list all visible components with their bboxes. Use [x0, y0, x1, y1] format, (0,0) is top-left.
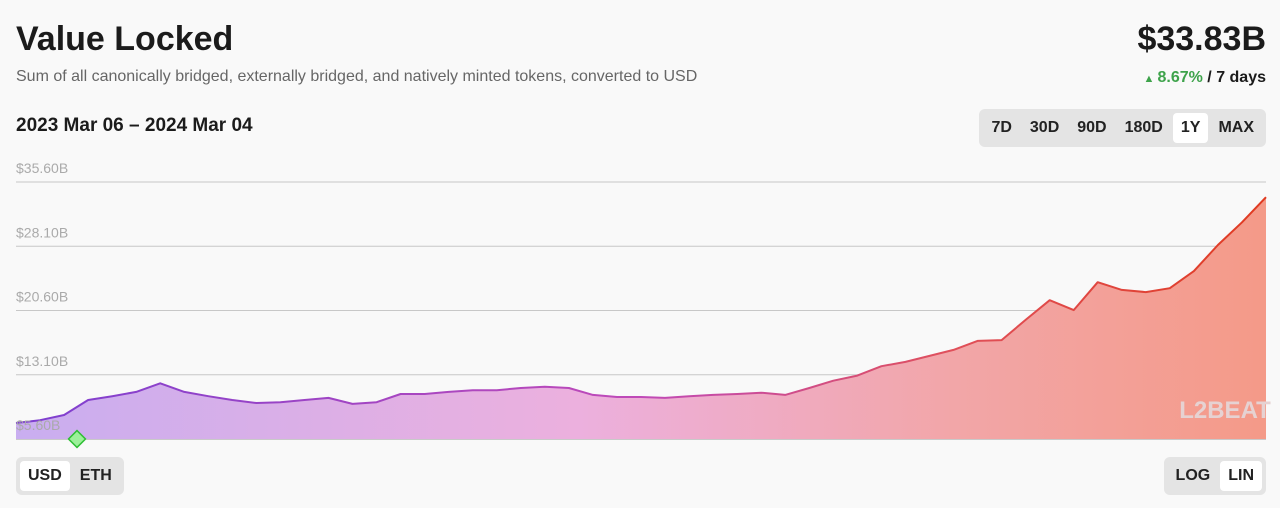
- currency-button[interactable]: USD: [20, 461, 70, 491]
- scale-selector: LOG LIN: [1163, 457, 1266, 495]
- total-value: $33.83B: [1137, 20, 1266, 58]
- range-selector: 7D 30D 90D 180D 1Y MAX: [979, 109, 1266, 147]
- y-tick-label: $35.60B: [16, 160, 68, 176]
- watermark: L2BEAT: [1179, 397, 1271, 424]
- event-marker[interactable]: [67, 429, 87, 449]
- scale-button[interactable]: LOG: [1175, 467, 1211, 484]
- range-button[interactable]: 30D: [1029, 119, 1060, 136]
- change-period: / 7 days: [1207, 69, 1266, 86]
- scale-button[interactable]: LIN: [1220, 461, 1262, 491]
- currency-selector: USD ETH: [16, 457, 124, 495]
- range-button[interactable]: 7D: [991, 119, 1012, 136]
- change-percent: 8.67%: [1157, 69, 1203, 86]
- currency-button[interactable]: ETH: [79, 467, 112, 484]
- line: [15, 196, 1267, 424]
- y-tick-label: $28.10B: [16, 224, 68, 240]
- date-range: 2023 Mar 06 – 2024 Mar 04: [16, 115, 253, 136]
- y-tick-label: $20.60B: [16, 289, 68, 305]
- area: [16, 197, 1266, 439]
- range-button[interactable]: 180D: [1124, 119, 1163, 136]
- range-button[interactable]: MAX: [1218, 119, 1254, 136]
- y-tick-label: $5.60B: [16, 417, 60, 433]
- y-tick-label: $13.10B: [16, 353, 68, 369]
- subtitle: Sum of all canonically bridged, external…: [16, 68, 698, 85]
- range-button[interactable]: 1Y: [1172, 113, 1209, 143]
- title: Value Locked: [16, 20, 234, 58]
- range-button[interactable]: 90D: [1077, 119, 1107, 136]
- change: ▲ 8.67% / 7 days: [1143, 69, 1266, 86]
